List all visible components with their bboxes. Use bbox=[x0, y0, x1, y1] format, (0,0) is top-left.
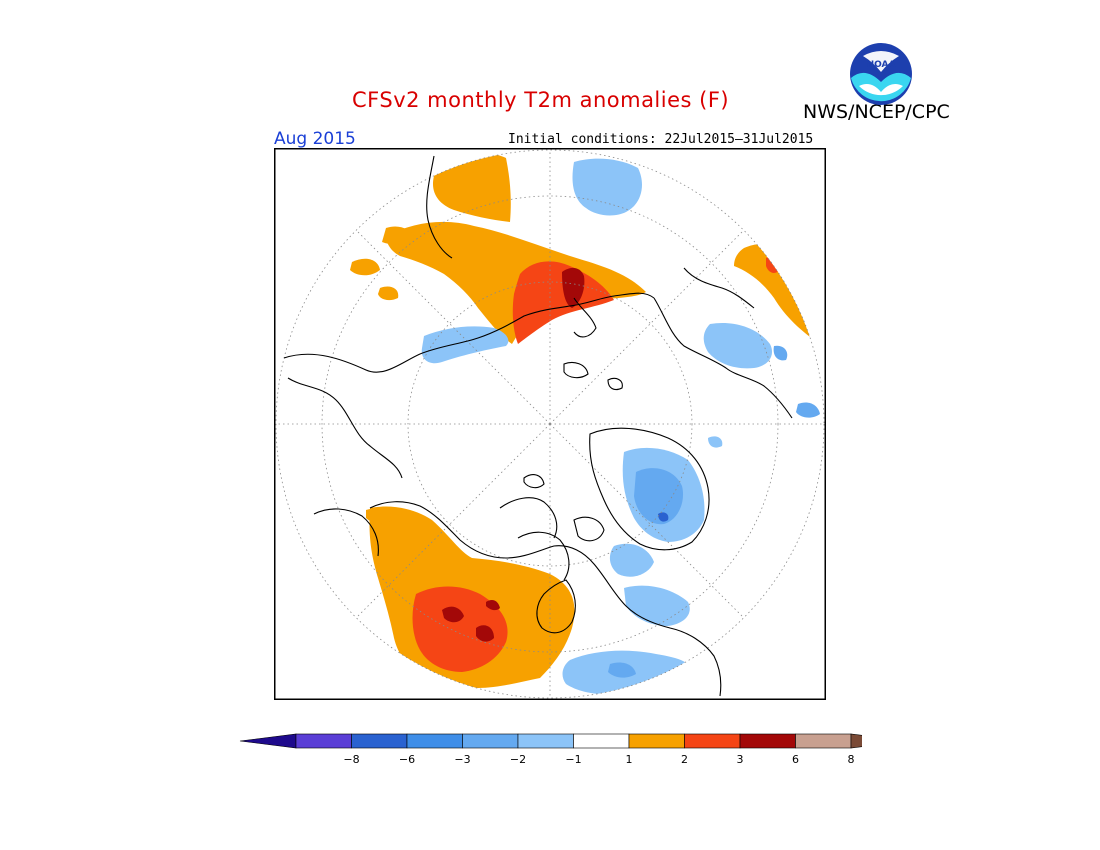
anomaly-arctic-sm bbox=[708, 436, 723, 448]
anomaly-east-asia bbox=[432, 152, 511, 222]
anomaly-core-3 bbox=[486, 600, 500, 611]
anomaly-northeast-pacific bbox=[734, 244, 824, 348]
anomaly-north-atlantic bbox=[703, 322, 773, 369]
graticule bbox=[275, 149, 825, 699]
colorbar-bin bbox=[351, 733, 408, 749]
colorbar-under-arrow bbox=[239, 733, 297, 749]
colorbar-bin bbox=[573, 733, 630, 749]
anomaly-greenland-core bbox=[658, 512, 669, 522]
colorbar-bin bbox=[739, 733, 796, 749]
colorbar-over-arrow bbox=[850, 733, 910, 749]
colorbar-bin bbox=[462, 733, 519, 749]
colorbar-tick-label: 6 bbox=[792, 753, 799, 766]
anomaly-hudson bbox=[624, 585, 690, 626]
warm-anomaly-regions bbox=[350, 152, 824, 689]
anomaly-china-west bbox=[382, 226, 416, 245]
anomaly-siberia bbox=[386, 221, 646, 344]
noaa-logo: NOAA bbox=[849, 42, 913, 106]
anomaly-atlantic-2 bbox=[773, 345, 788, 361]
colorbar-tick-label: 1 bbox=[625, 753, 633, 766]
coastlines bbox=[283, 155, 793, 697]
anomaly-europe-core bbox=[562, 267, 585, 308]
cool-anomaly-regions bbox=[421, 158, 820, 695]
anomaly-core-2 bbox=[476, 625, 494, 642]
map-title: CFSv2 monthly T2m anomalies (F) bbox=[352, 88, 730, 112]
anomaly-alaska-coast bbox=[366, 508, 392, 524]
colorbar-bin bbox=[517, 733, 574, 749]
colorbar-tick-label: 2 bbox=[681, 753, 688, 766]
colorbar-tick-label: −3 bbox=[454, 753, 471, 766]
anomaly-core-1 bbox=[442, 606, 464, 623]
colorbar-tick-label: 8 bbox=[847, 753, 855, 766]
colorbar-tick-label: −1 bbox=[565, 753, 582, 766]
anomaly-greenland-inner bbox=[634, 468, 684, 525]
colorbar-bin bbox=[628, 733, 685, 749]
colorbar-tick-label: −8 bbox=[343, 753, 360, 766]
noaa-logo-text: NOAA bbox=[867, 60, 896, 70]
colorbar-bin bbox=[295, 733, 352, 749]
anomaly-canada-east bbox=[609, 543, 654, 577]
anomaly-europe-hot bbox=[512, 261, 614, 344]
colorbar bbox=[238, 730, 910, 770]
anomaly-small-2 bbox=[378, 286, 399, 301]
colorbar-bin bbox=[684, 733, 741, 749]
colorbar-tick-label: −6 bbox=[398, 753, 416, 766]
valid-month-label: Aug 2015 bbox=[274, 129, 356, 149]
anomaly-small-1 bbox=[350, 258, 380, 276]
agency-label: NWS/NCEP/CPC bbox=[803, 101, 950, 123]
colorbar-bin bbox=[406, 733, 463, 749]
anomaly-western-na-hot bbox=[412, 586, 508, 672]
anomaly-eastern-us-2 bbox=[608, 662, 636, 678]
colorbar-tick-label: 3 bbox=[736, 753, 744, 766]
colorbar-bin bbox=[795, 733, 852, 749]
anomaly-atlantic-3 bbox=[796, 402, 820, 418]
polar-map bbox=[274, 148, 826, 700]
anomaly-arctic-russia bbox=[421, 326, 509, 364]
colorbar-tick-label: −2 bbox=[509, 753, 527, 766]
anomaly-indian-ocean bbox=[572, 158, 642, 216]
initial-conditions-label: Initial conditions: 22Jul2015–31Jul2015 bbox=[508, 132, 814, 147]
